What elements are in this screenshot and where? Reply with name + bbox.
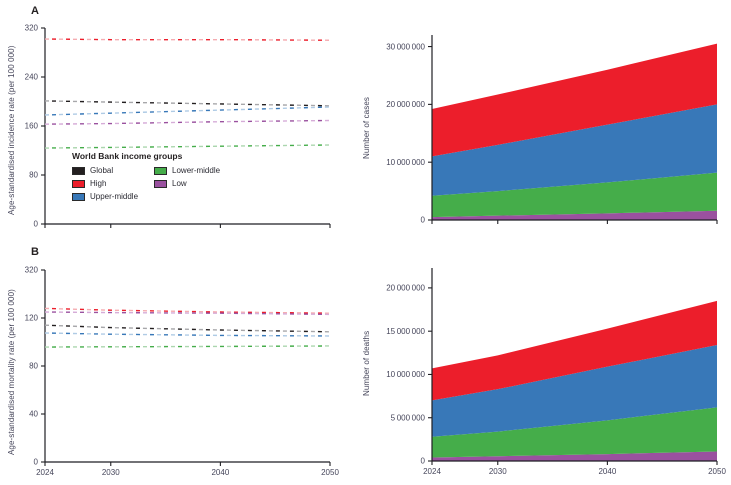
area-high [432,300,717,401]
y-tick-label: 5 000 000 [391,413,426,422]
legend-label: Low [172,179,187,188]
y-tick-label: 15 000 000 [386,327,425,336]
legend-label: High [90,179,107,188]
x-tick-label: 2040 [211,468,229,477]
line-high [44,307,331,314]
legend-item-low: Low [154,177,220,190]
deaths-panel: 0 5 000 000 10 000 000 15 000 000 20 000 000… [386,268,726,476]
legend-item-upper_middle: Upper-middle [72,190,138,203]
y-tick-label: 0 [421,457,426,466]
y-tick-label: 30 000 000 [386,42,425,51]
legend-column: Lower-middle Low [154,164,220,203]
line-upper_middle-light [44,332,331,337]
x-tick-label: 2024 [423,467,441,476]
line-low [44,119,331,125]
y-tick-label: 160 [25,122,39,131]
line-global-light [44,324,331,333]
y-tick-label: 80 [29,362,38,371]
legend-swatch-global [72,166,85,175]
line-global-light [44,100,331,107]
line-low [44,311,331,316]
incidence-panel: 0 80 160 240 320 [25,24,331,229]
y-tick-label: 10 000 000 [386,370,425,379]
panel-b-label: B [31,246,39,258]
line-lower_middle-light [44,345,331,348]
legend-swatch-upper_middle [72,192,85,201]
area-low [432,210,717,220]
line-global [44,100,331,107]
legend-column: Global High Upper-middle [72,164,138,203]
deaths-y-axis-label: Number of deaths [362,330,371,396]
y-tick-label: 240 [25,73,39,82]
area-lower_middle [432,407,717,458]
legend-item-high: High [72,177,138,190]
y-tick-label: 120 [25,314,39,323]
y-tick-label: 40 [29,410,38,419]
line-lower_middle [44,144,331,149]
line-lower_middle-light [44,144,331,149]
x-tick-label: 2024 [36,468,54,477]
cases-y-axis-label: Number of cases [362,97,371,159]
y-tick-label: 320 [25,24,39,33]
line-upper_middle [44,332,331,337]
legend-item-lower_middle: Lower-middle [154,164,220,177]
y-tick-label: 0 [34,458,39,467]
legend-swatch-low [154,179,168,188]
income-groups-legend: World Bank income groups Global High Upper… [72,151,220,203]
area-upper_middle [432,345,717,437]
mortality-axes [44,270,330,463]
x-tick-label: 2050 [321,468,339,477]
y-tick-label: 10 000 000 [386,158,425,167]
line-low-light [44,119,331,125]
y-tick-label: 80 [29,171,38,180]
panel-a-label: A [31,5,39,17]
y-tick-label: 0 [34,220,39,229]
line-high [44,38,331,41]
area-lower_middle [432,172,717,218]
x-tick-label: 2050 [708,467,726,476]
area-upper_middle [432,104,717,196]
legend-item-global: Global [72,164,138,177]
line-global [44,324,331,333]
line-low-light [44,311,331,316]
legend-items: Global High Upper-middle Lower-middle Low [72,164,220,203]
line-upper_middle-light [44,106,331,116]
area-low [432,451,717,461]
legend-label: Lower-middle [172,166,221,175]
y-tick-label: 320 [25,266,39,275]
x-tick-label: 2040 [598,467,616,476]
x-tick-label: 2030 [102,468,120,477]
mortality-y-axis-label: Age-standardised mortality rate (per 100… [7,289,16,455]
line-high-light [44,38,331,41]
cases-panel: 0 10 000 000 20 000 000 30 000 000 [386,35,718,225]
legend-title: World Bank income groups [72,151,183,161]
line-lower_middle [44,345,331,348]
x-tick-label: 2030 [489,467,507,476]
y-tick-label: 20 000 000 [386,100,425,109]
legend-swatch-lower_middle [154,166,168,175]
y-tick-label: 20 000 000 [386,284,425,293]
line-upper_middle [44,106,331,116]
mortality-panel: 0 40 80 120 320 2024 2030 2040 2050 [25,266,340,477]
y-tick-label: 0 [421,216,426,225]
area-high [432,43,717,157]
incidence-y-axis-label: Age-standardised incidence rate (per 100… [7,45,16,216]
legend-label: Global [90,166,114,175]
legend-swatch-high [72,179,85,188]
legend-label: Upper-middle [90,192,139,201]
